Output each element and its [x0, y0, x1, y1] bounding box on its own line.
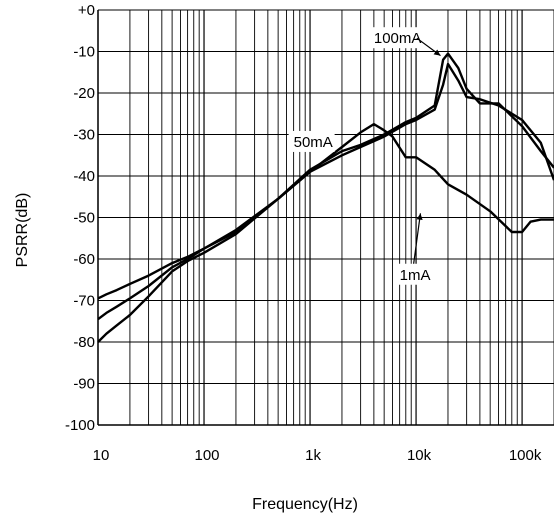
annotation-arrow-1ma [413, 213, 422, 264]
tick-labels: 10 100 1k 10k 100k +0 -10 -20 -30 -40 -50 -60 -70 -80… [65, 2, 542, 464]
annotation-50ma: 50mA [294, 134, 333, 151]
annotation-1ma: 1mA [400, 267, 431, 284]
annotation-arrowhead-100ma [433, 49, 441, 56]
annotation-100ma: 100mA [374, 30, 422, 47]
annotation-arrowhead-1ma [416, 213, 423, 221]
y-tick-label: +0 [78, 2, 95, 19]
y-tick-label: -40 [73, 168, 95, 185]
series-line-1ma [97, 122, 554, 300]
y-tick-label: -10 [73, 44, 95, 61]
y-tick-label: -90 [73, 376, 95, 393]
y-tick-label: -30 [73, 127, 95, 144]
series-line-50ma [97, 62, 554, 321]
plot-series [97, 52, 554, 343]
x-tick-label: 100 [195, 447, 220, 464]
annotation-bg-50ma [288, 130, 335, 152]
y-tick-label: -70 [73, 293, 95, 310]
plot-grid [97, 9, 554, 426]
y-tick-label: -100 [65, 417, 95, 434]
x-tick-label: 1k [305, 447, 321, 464]
y-tick-label: -50 [73, 210, 95, 227]
x-tick-label: 10k [407, 447, 432, 464]
annotation-bg-1ma [394, 263, 432, 285]
annotation-bg-100ma [368, 27, 424, 49]
x-tick-label: 10 [93, 447, 110, 464]
y-tick-label: -80 [73, 334, 95, 351]
x-tick-label: 100k [509, 447, 542, 464]
series-line-100ma [97, 52, 554, 343]
y-axis-label: PSRR(dB) [14, 193, 31, 268]
x-axis-label: Frequency(Hz) [252, 496, 358, 513]
y-tick-label: -20 [73, 85, 95, 102]
annotations: 100mA 50mA 1mA [288, 27, 441, 285]
y-tick-label: -60 [73, 251, 95, 268]
